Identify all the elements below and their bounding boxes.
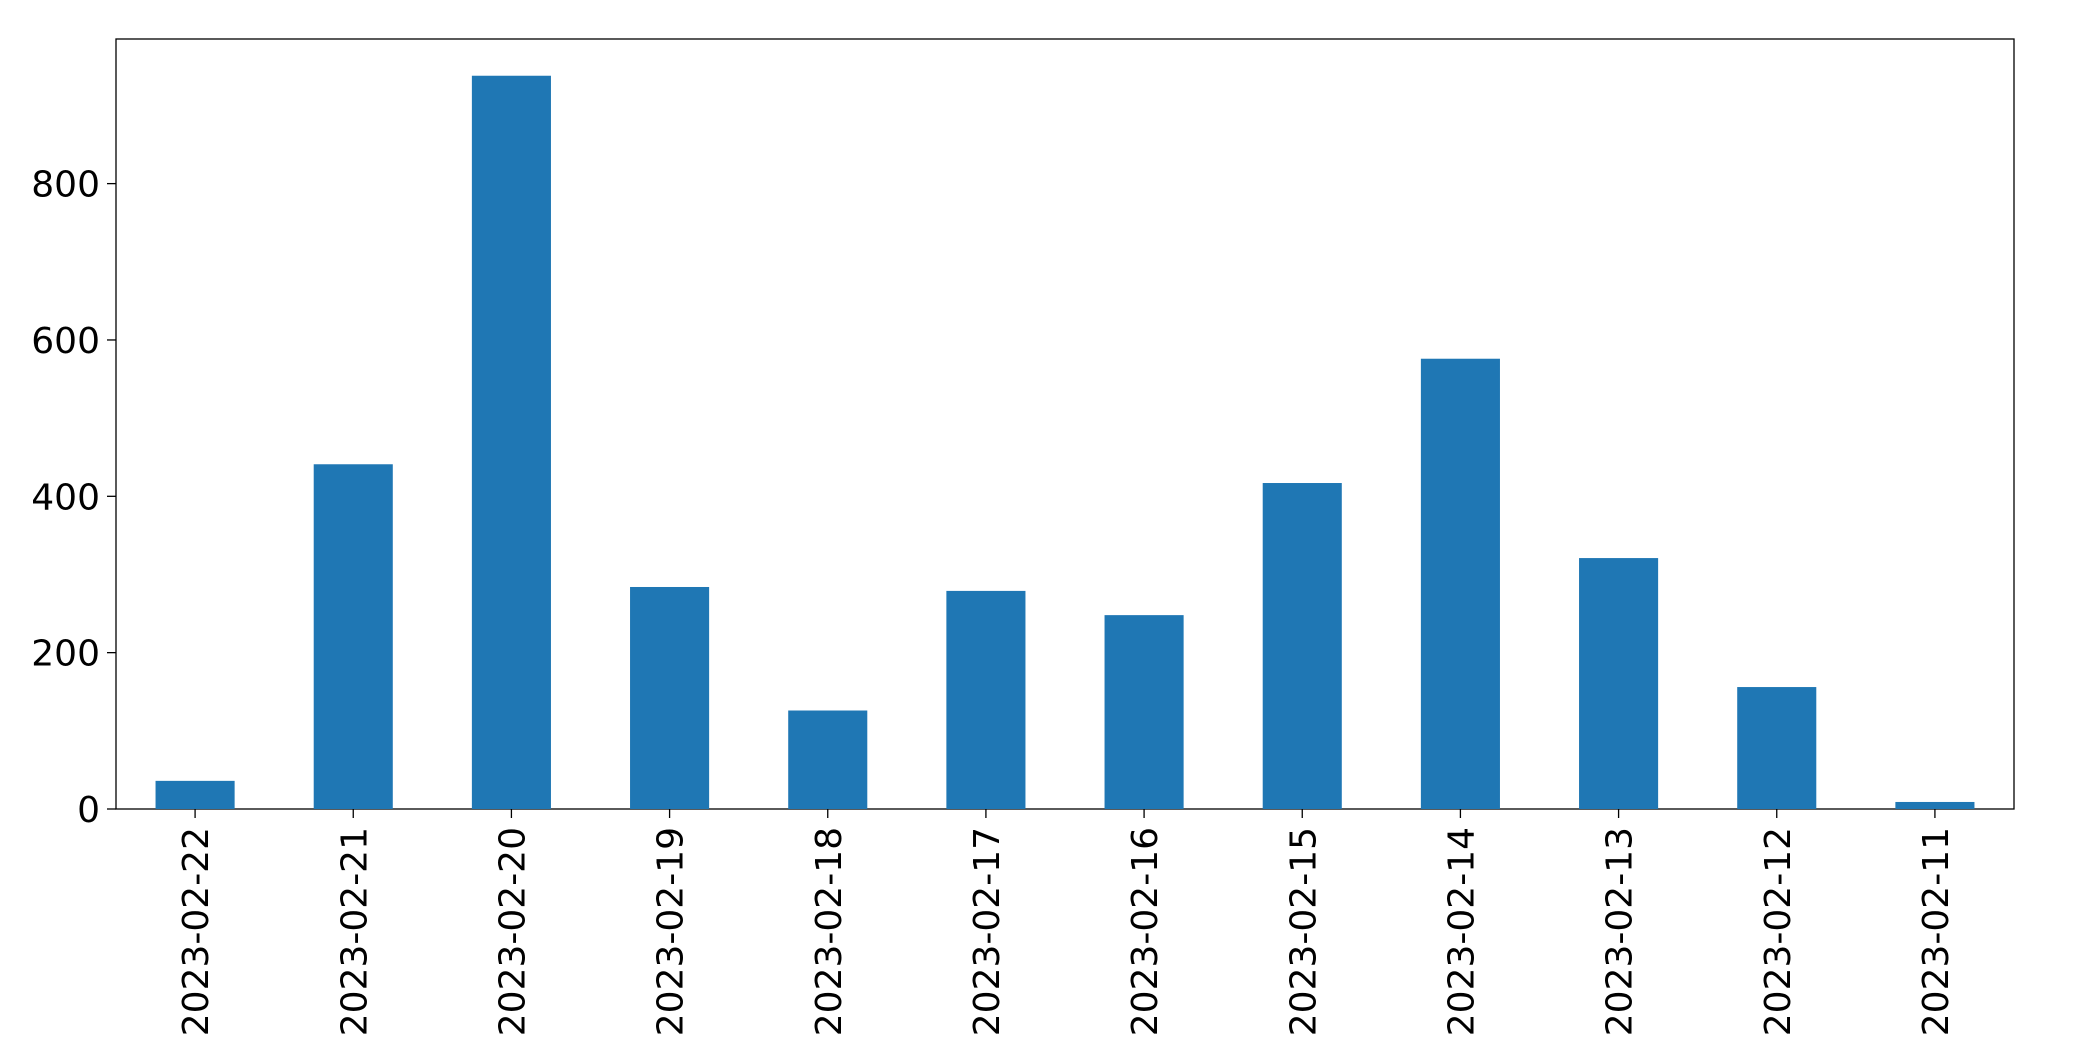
- x-tick-label: 2023-02-22: [176, 827, 217, 1036]
- bar: [788, 710, 868, 809]
- x-tick-label: 2023-02-13: [1600, 827, 1641, 1036]
- bar: [1104, 615, 1184, 809]
- axes-frame: [115, 38, 2015, 810]
- bar: [1420, 358, 1500, 809]
- y-tick-label: 0: [77, 790, 100, 831]
- bar: [1895, 801, 1975, 809]
- x-tick-label: 2023-02-21: [334, 827, 375, 1036]
- x-tick-label: 2023-02-14: [1441, 827, 1482, 1036]
- bar: [1579, 558, 1659, 809]
- bar: [313, 464, 393, 809]
- x-tick-label: 2023-02-12: [1758, 827, 1799, 1036]
- bar: [1737, 687, 1817, 809]
- y-tick-label: 400: [31, 477, 100, 518]
- x-tick-label: 2023-02-16: [1125, 827, 1166, 1036]
- x-tick-label: 2023-02-11: [1916, 827, 1957, 1036]
- bar: [630, 586, 710, 809]
- bar: [155, 780, 235, 809]
- bar: [946, 590, 1026, 809]
- bar: [471, 75, 551, 810]
- x-tick-label: 2023-02-20: [492, 827, 533, 1036]
- y-tick-label: 800: [31, 165, 100, 206]
- x-tick-label: 2023-02-15: [1283, 827, 1324, 1036]
- x-tick-label: 2023-02-19: [651, 827, 692, 1036]
- x-tick-label: 2023-02-18: [809, 827, 850, 1036]
- y-tick-label: 200: [31, 634, 100, 675]
- y-tick-label: 600: [31, 321, 100, 362]
- x-tick-label: 2023-02-17: [967, 827, 1008, 1036]
- bar: [1262, 483, 1342, 809]
